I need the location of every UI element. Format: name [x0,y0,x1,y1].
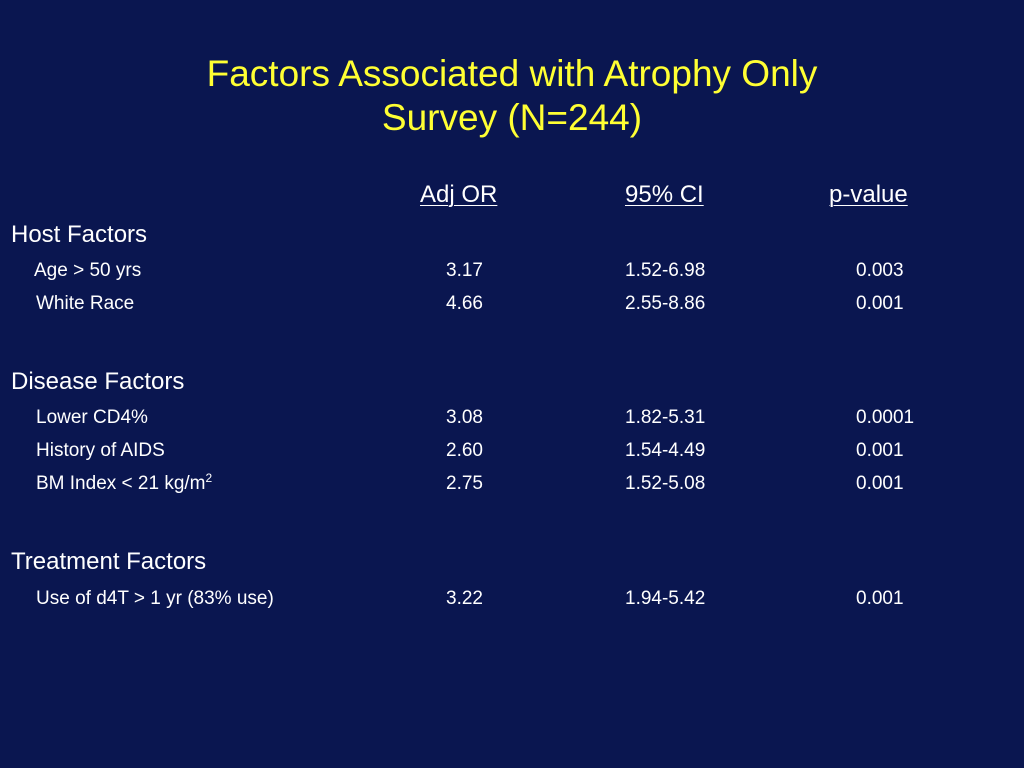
table-row: White Race 4.66 2.55-8.86 0.001 [0,291,1024,317]
row-label-superscript: 2 [205,471,213,485]
row-adj-or: 4.66 [446,293,483,314]
row-ci: 2.55-8.86 [625,293,706,314]
header-p-value: p-value [829,181,908,208]
header-95-ci: 95% CI [625,181,704,208]
row-adj-or: 3.17 [446,260,483,281]
row-p-value: 0.003 [856,260,904,281]
row-label: Lower CD4% [36,407,148,428]
row-label: Use of d4T > 1 yr (83% use) [36,588,274,609]
row-adj-or: 2.60 [446,440,483,461]
row-label: History of AIDS [36,440,165,461]
row-label: Age > 50 yrs [34,260,142,281]
row-adj-or: 3.22 [446,588,483,609]
row-p-value: 0.001 [856,588,904,609]
row-p-value: 0.001 [856,473,904,494]
row-ci: 1.52-5.08 [625,473,706,494]
row-label: White Race [36,293,135,314]
table-row: History of AIDS 2.60 1.54-4.49 0.001 [0,438,1024,464]
row-adj-or: 3.08 [446,407,483,428]
row-ci: 1.54-4.49 [625,440,706,461]
section-title-host-factors: Host Factors [11,221,148,248]
header-adj-or: Adj OR [420,181,498,208]
title-line-2: Survey (N=244) [381,97,643,138]
row-p-value: 0.001 [856,293,904,314]
row-ci: 1.82-5.31 [625,407,706,428]
row-label: BM Index < 21 kg/m2 [36,471,212,497]
section-title-treatment-factors: Treatment Factors [11,548,207,575]
table-row: Lower CD4% 3.08 1.82-5.31 0.0001 [0,405,1024,431]
section-title-disease-factors: Disease Factors [11,368,185,395]
row-p-value: 0.001 [856,440,904,461]
row-adj-or: 2.75 [446,473,483,494]
row-label-text: BM Index < 21 kg/m [36,473,206,494]
table-row: Age > 50 yrs 3.17 1.52-6.98 0.003 [0,258,1024,284]
title-line-1: Factors Associated with Atrophy Only [206,53,818,94]
slide-title: Factors Associated with Atrophy Only Sur… [0,52,1024,140]
row-ci: 1.94-5.42 [625,588,706,609]
row-ci: 1.52-6.98 [625,260,706,281]
table-row: BM Index < 21 kg/m2 2.75 1.52-5.08 0.001 [0,471,1024,497]
row-p-value: 0.0001 [856,407,915,428]
table-row: Use of d4T > 1 yr (83% use) 3.22 1.94-5.… [0,586,1024,612]
